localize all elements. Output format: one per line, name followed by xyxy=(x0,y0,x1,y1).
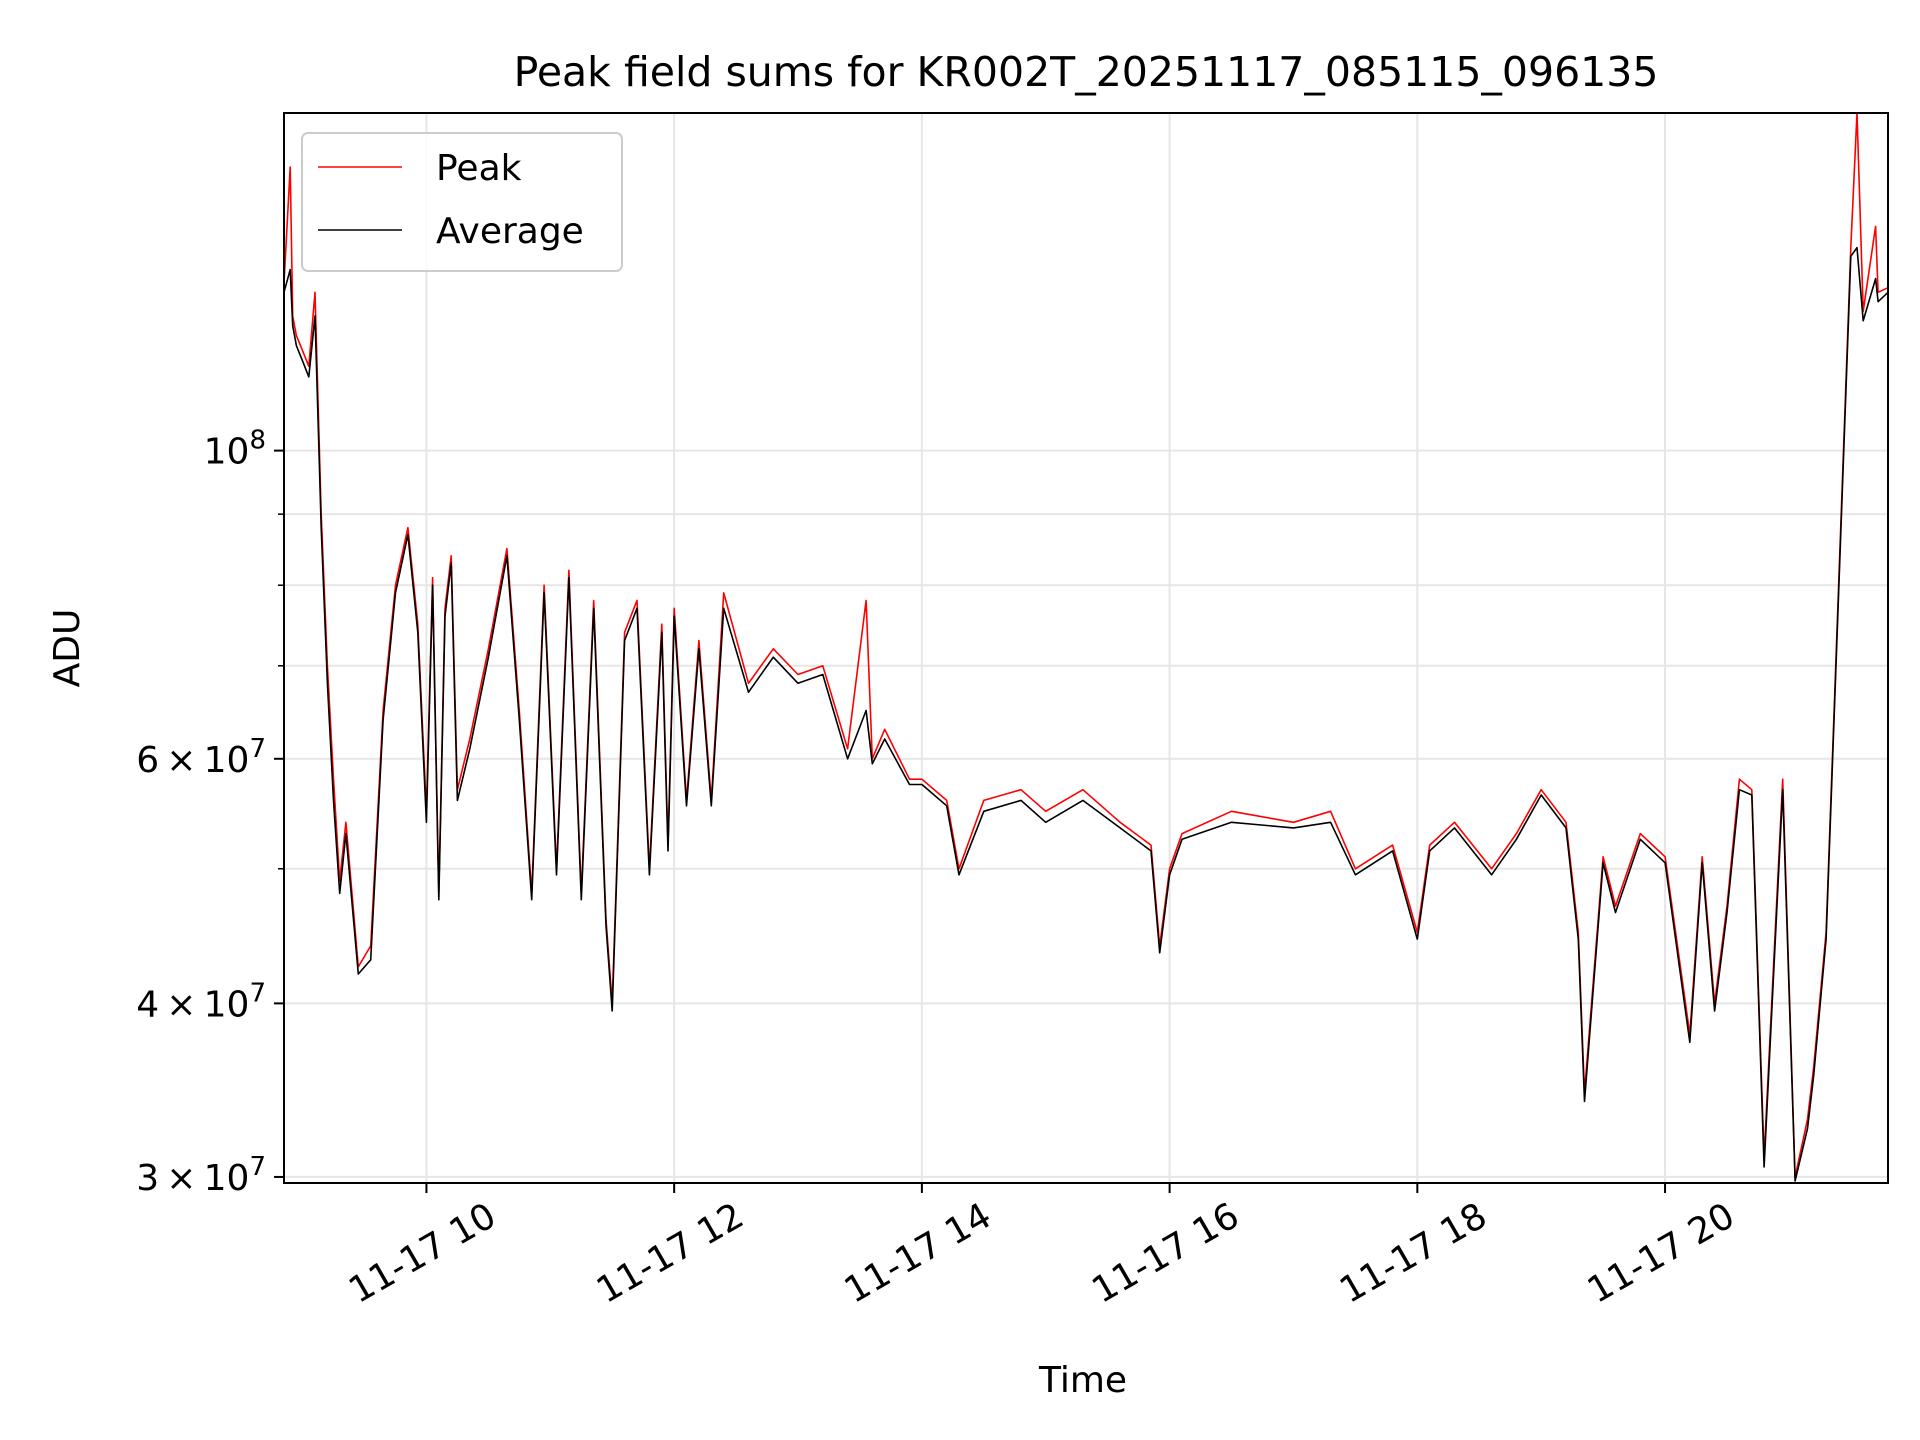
chart-title: Peak field sums for KR002T_20251117_0851… xyxy=(514,48,1659,96)
legend-average-label: Average xyxy=(436,211,584,252)
legend: Peak Average xyxy=(301,132,623,272)
y-tick-label: 108 xyxy=(204,426,266,473)
y-tick-label: 4 × 107 xyxy=(136,978,266,1025)
grid xyxy=(284,113,1888,1183)
series-line-average xyxy=(283,246,1889,1182)
legend-peak-label: Peak xyxy=(436,148,522,189)
y-tick-label: 3 × 107 xyxy=(136,1152,266,1199)
y-axis-label: ADU xyxy=(47,609,88,688)
plot-frame xyxy=(283,112,1889,1184)
y-tick-label: 6 × 107 xyxy=(136,734,266,781)
x-axis-label: Time xyxy=(1038,1360,1127,1401)
plot-lines xyxy=(283,112,1889,1182)
